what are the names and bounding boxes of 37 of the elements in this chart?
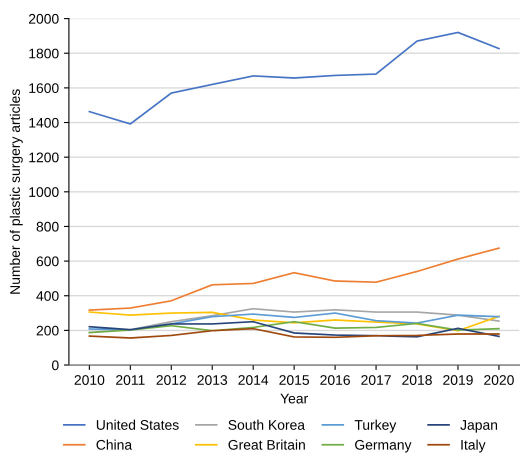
y-tick-label: 1600 (29, 83, 59, 94)
x-tick-label: 2015 (279, 375, 310, 385)
x-tick-label: 2010 (74, 375, 104, 385)
x-tick-label: 2013 (197, 375, 228, 385)
x-axis-title: Year (280, 394, 308, 404)
x-tick-label: 2016 (320, 375, 350, 385)
y-tick-label: 1400 (29, 118, 59, 128)
y-tick-label: 200 (36, 326, 59, 336)
x-tick-label: 2014 (238, 375, 268, 385)
y-axis-title: Number of plastic surgery articles (10, 89, 23, 294)
y-tick-label: 1000 (29, 187, 59, 197)
legend-label: Japan (460, 420, 498, 433)
x-tick-label: 2011 (116, 375, 145, 385)
legend-label: South Korea (228, 420, 306, 430)
x-tick-label: 2018 (402, 375, 432, 385)
legend-label: United States (96, 420, 179, 430)
y-tick-label: 600 (36, 256, 59, 266)
legend-label: Great Britain (228, 440, 305, 450)
line-series (88, 247, 500, 311)
line-series (88, 328, 500, 339)
y-tick-label: 1800 (29, 48, 59, 58)
y-tick-label: 800 (36, 222, 59, 232)
line-series (88, 320, 500, 338)
line-series (88, 32, 500, 125)
y-tick-label: 0 (52, 360, 59, 370)
legend-label: China (96, 440, 132, 450)
y-tick-label: 2000 (28, 14, 59, 24)
legend-label: Germany (355, 440, 412, 452)
x-tick-label: 2019 (443, 375, 473, 385)
legend-label: Turkey (354, 420, 396, 433)
line-series (88, 320, 500, 334)
y-tick-label: 400 (36, 291, 59, 301)
x-tick-label: 2020 (484, 375, 514, 385)
x-tick-label: 2012 (156, 375, 186, 385)
legend-label: Italy (461, 440, 486, 452)
y-tick-label: 1200 (29, 152, 59, 162)
x-tick-label: 2017 (361, 375, 391, 385)
